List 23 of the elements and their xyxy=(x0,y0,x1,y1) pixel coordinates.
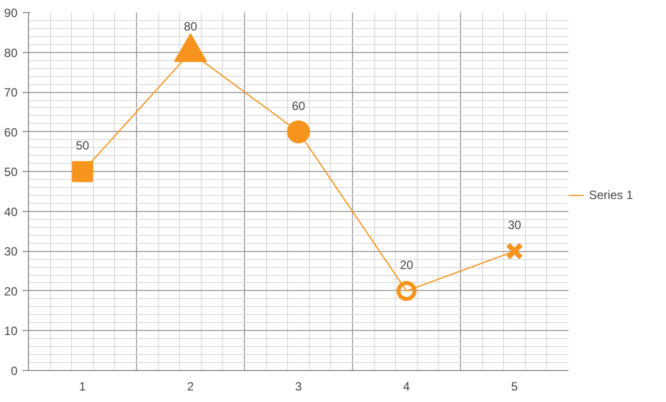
x-tick-label: 3 xyxy=(295,380,302,394)
y-tick-label: 0 xyxy=(10,364,18,378)
y-tick-label: 20 xyxy=(4,284,18,298)
data-label: 80 xyxy=(184,19,198,34)
data-label: 60 xyxy=(292,98,306,113)
x-tick-label: 2 xyxy=(187,380,194,394)
data-label: 30 xyxy=(508,218,522,232)
y-tick-label: 70 xyxy=(4,86,18,100)
x-tick-label: 1 xyxy=(79,380,86,394)
y-tick-label: 10 xyxy=(4,324,18,338)
y-tick-label: 30 xyxy=(4,244,18,259)
x-tick-label: 5 xyxy=(511,380,518,394)
data-label: 50 xyxy=(76,138,90,153)
x-tick-label: 4 xyxy=(403,380,410,394)
point xyxy=(72,161,93,182)
y-tick-label: 90 xyxy=(4,6,18,20)
y-tick-label: 40 xyxy=(4,204,18,219)
y-tick-label: 80 xyxy=(4,46,18,60)
legend-label: Series 1 xyxy=(589,188,634,202)
data-label: 20 xyxy=(400,258,414,272)
point xyxy=(396,280,416,301)
y-tick-label: 50 xyxy=(4,165,18,180)
y-tick-label: 60 xyxy=(4,125,18,140)
